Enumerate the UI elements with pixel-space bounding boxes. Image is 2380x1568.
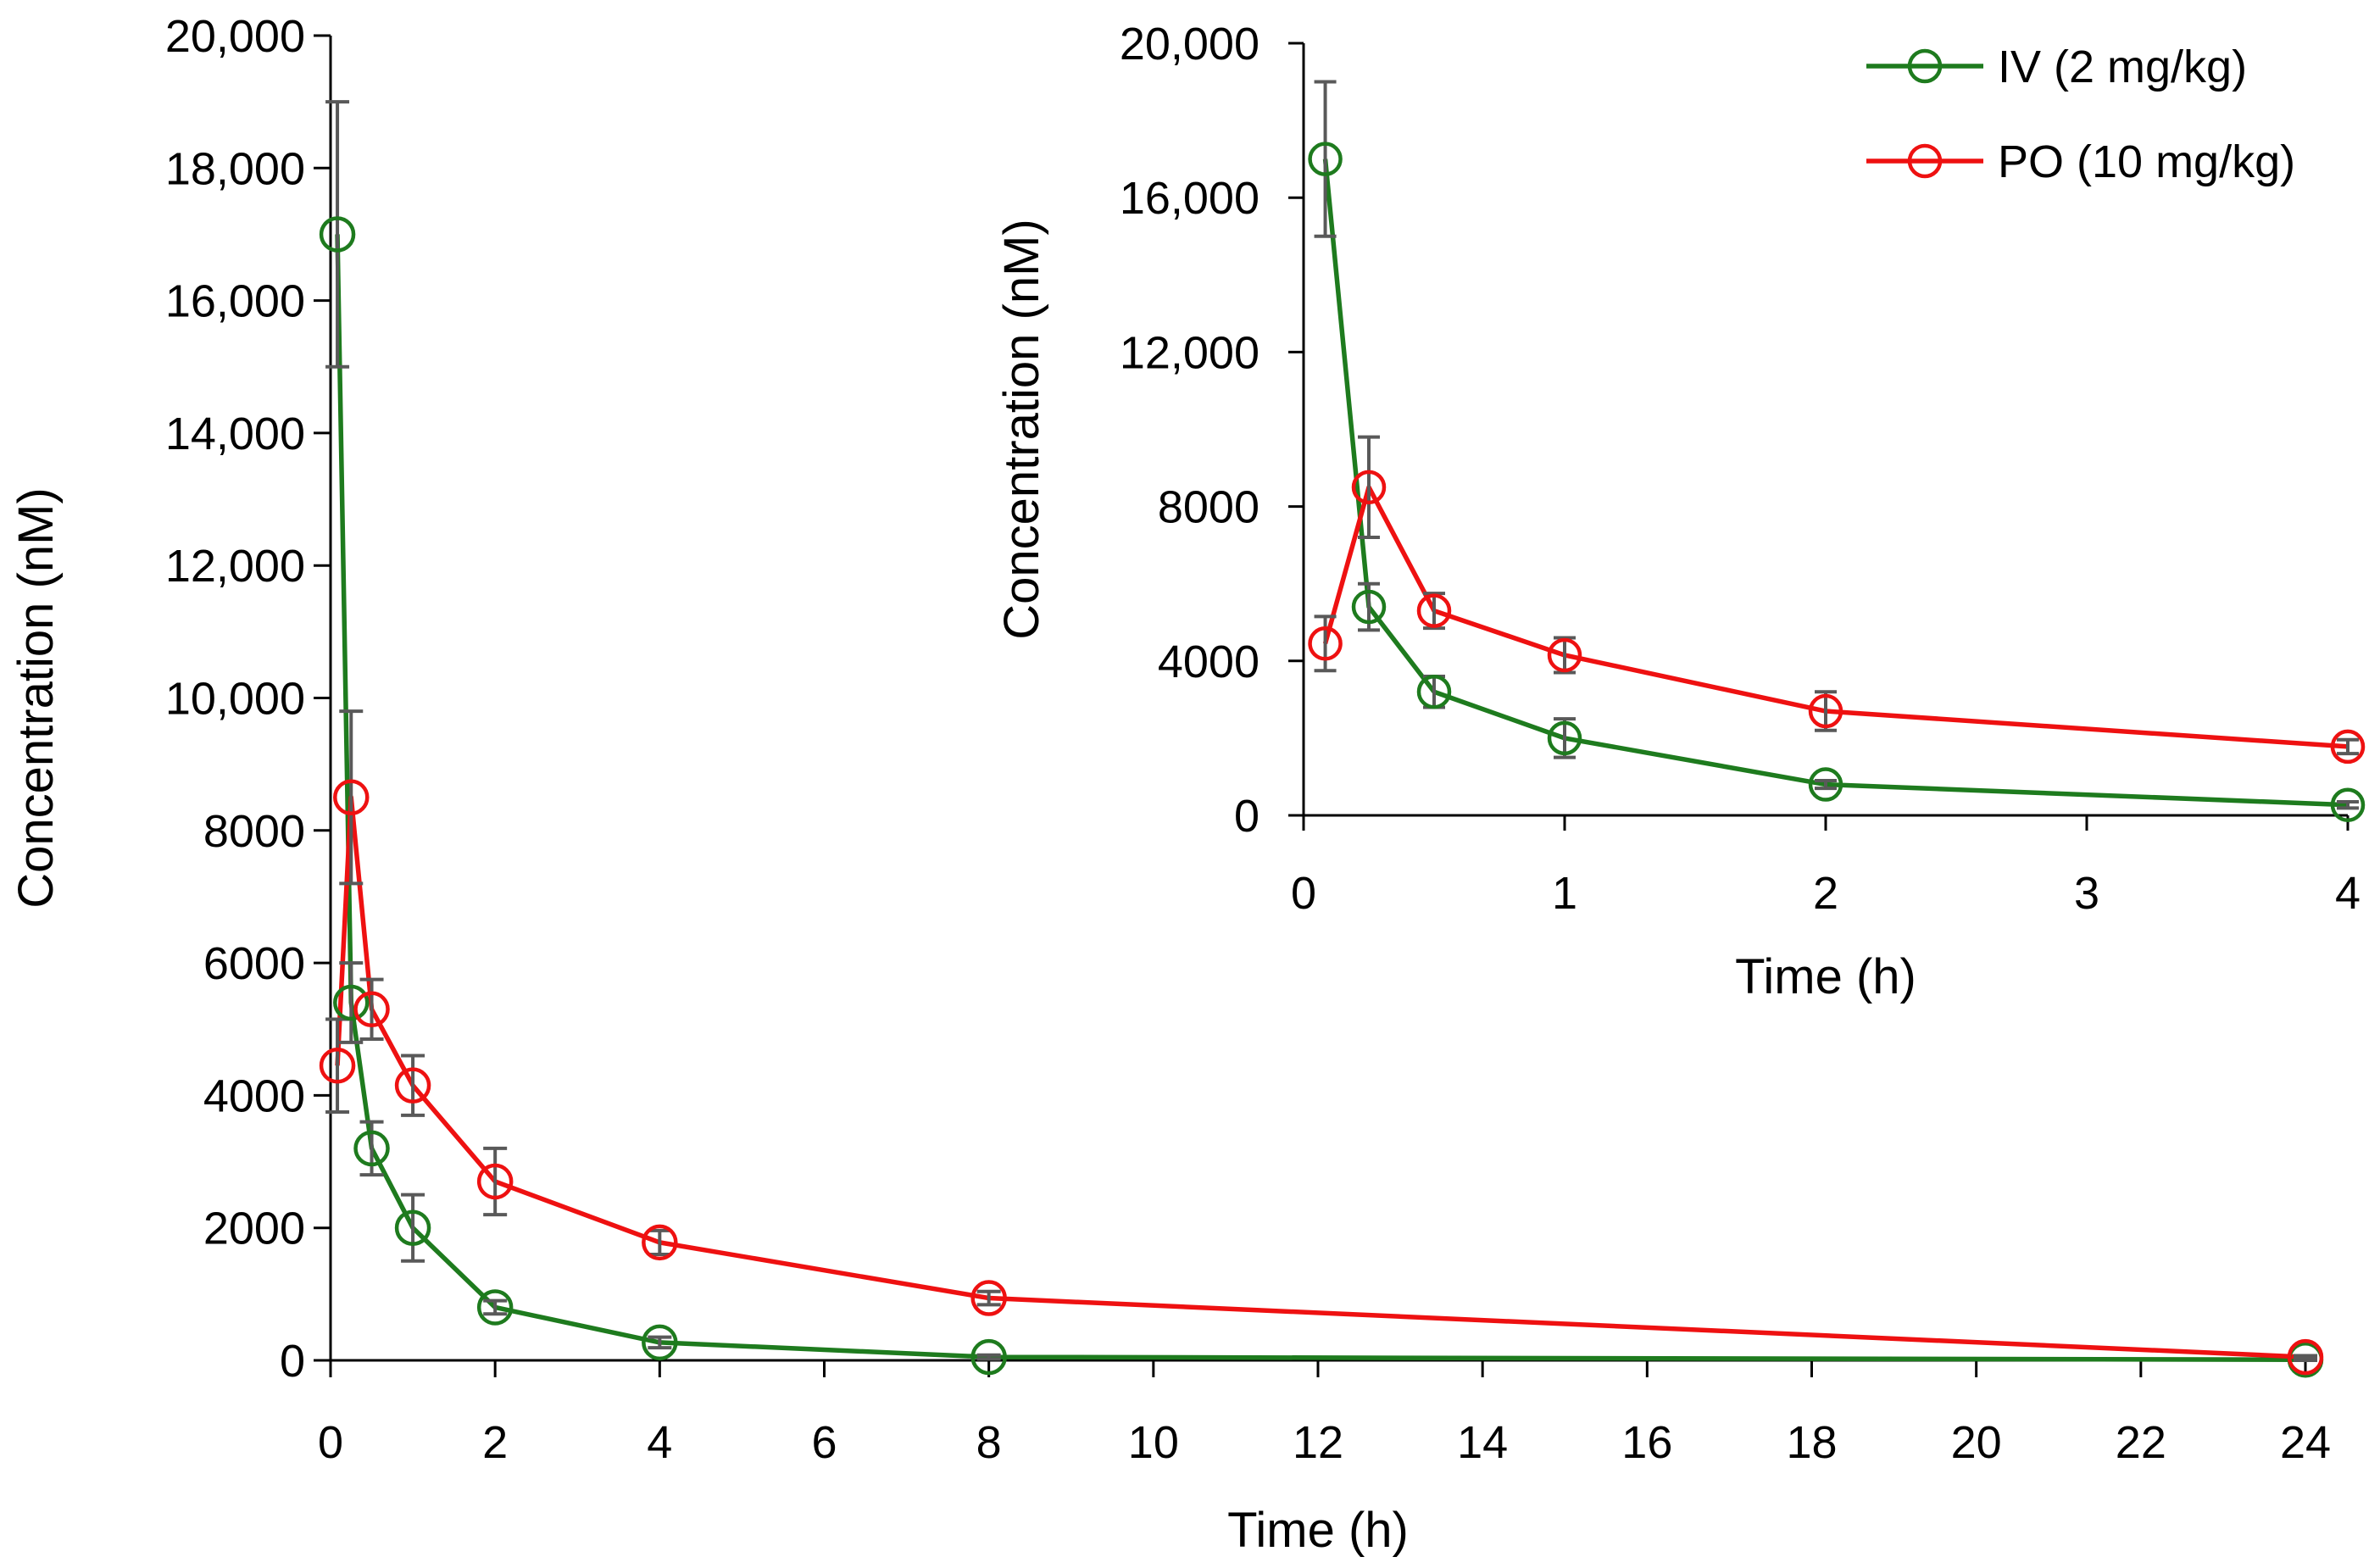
main-x-tick-label: 4 xyxy=(647,1417,672,1468)
inset-x-axis-title: Time (h) xyxy=(1735,949,1916,1004)
main-data-point xyxy=(2287,1338,2324,1376)
main-y-tick-label: 2000 xyxy=(203,1204,305,1254)
main-data-point xyxy=(970,1338,1007,1376)
main-x-tick-label: 0 xyxy=(318,1417,343,1468)
inset-data-point xyxy=(1416,593,1452,628)
inset-plot: 0 1 2 3 4 0 4000 8000 12,000 16,000 20,000 Time (h)… xyxy=(994,19,2366,1004)
main-y-tick-label: 20,000 xyxy=(165,11,305,62)
inset-x-tick-label: 2 xyxy=(1813,868,1838,919)
main-y-tick-label: 10,000 xyxy=(165,674,305,725)
main-y-tick-label: 14,000 xyxy=(165,409,305,459)
main-x-tick-label: 20 xyxy=(1951,1417,2002,1468)
main-y-tick-label: 4000 xyxy=(203,1070,305,1121)
inset-data-point xyxy=(2330,787,2366,822)
inset-x-tick-label: 3 xyxy=(2074,868,2099,919)
inset-y-tick-label: 0 xyxy=(1234,791,1260,842)
inset-data-point xyxy=(1808,693,1843,729)
legend-label: PO (10 mg/kg) xyxy=(1998,136,2295,187)
main-data-point xyxy=(319,1047,356,1084)
inset-data-point xyxy=(1308,626,1343,661)
legend-marker xyxy=(1907,143,1943,179)
main-y-tick-label: 16,000 xyxy=(165,276,305,327)
main-series-line xyxy=(335,234,2306,1362)
main-data-point xyxy=(333,779,370,815)
main-data-point xyxy=(642,1324,678,1361)
main-data-point xyxy=(353,1130,390,1167)
inset-data-point xyxy=(1547,720,1582,756)
main-x-tick-label: 24 xyxy=(2280,1417,2331,1468)
inset-data-point xyxy=(1351,470,1387,505)
inset-y-tick-label: 4000 xyxy=(1158,637,1260,687)
main-x-tick-label: 2 xyxy=(482,1417,508,1468)
main-y-tick-label: 12,000 xyxy=(165,541,305,592)
main-y-tick-label: 8000 xyxy=(203,806,305,857)
main-data-point xyxy=(319,216,356,253)
inset-data-point xyxy=(1308,142,1343,176)
main-data-point xyxy=(353,991,390,1028)
legend-label: IV (2 mg/kg) xyxy=(1998,42,2247,92)
main-y-tick-label: 18,000 xyxy=(165,143,305,194)
inset-y-tick-label: 16,000 xyxy=(1120,173,1260,224)
main-x-axis-title: Time (h) xyxy=(1227,1503,1409,1558)
main-data-point xyxy=(642,1224,678,1261)
main-data-point xyxy=(476,1289,514,1326)
main-data-point xyxy=(476,1163,514,1200)
inset-y-tick-label: 8000 xyxy=(1158,482,1260,533)
main-y-tick-label: 6000 xyxy=(203,938,305,989)
inset-y-tick-label: 20,000 xyxy=(1120,19,1260,70)
inset-x-tick-label: 0 xyxy=(1291,868,1316,919)
main-y-tick-label: 0 xyxy=(280,1336,305,1387)
inset-series-line xyxy=(1322,158,2349,808)
main-x-tick-label: 10 xyxy=(1128,1417,1179,1468)
inset-x-tick-label: 1 xyxy=(1552,868,1577,919)
inset-data-point xyxy=(1808,767,1843,802)
inset-y-tick-label: 12,000 xyxy=(1120,327,1260,378)
main-x-tick-label: 14 xyxy=(1457,1417,1508,1468)
inset-data-point xyxy=(2330,729,2366,765)
main-x-tick-label: 18 xyxy=(1786,1417,1837,1468)
main-series-line xyxy=(335,794,2306,1359)
inset-series-line xyxy=(1322,485,2349,749)
main-x-tick-label: 16 xyxy=(1621,1417,1672,1468)
main-x-tick-label: 22 xyxy=(2116,1417,2166,1468)
main-x-tick-label: 12 xyxy=(1293,1417,1343,1468)
main-data-point xyxy=(394,1209,431,1246)
inset-data-point xyxy=(1351,589,1387,625)
inset-data-point xyxy=(1416,674,1452,709)
main-x-tick-label: 8 xyxy=(976,1417,1002,1468)
legend: IV (2 mg/kg) PO (10 mg/kg) xyxy=(1866,42,2295,187)
inset-y-axis-title: Concentration (nM) xyxy=(994,219,1049,639)
main-plot: 0 2 4 6 8 10 12 14 16 18 20 22 240200040006000800010… xyxy=(8,11,2331,1558)
inset-x-tick-label: 4 xyxy=(2335,868,2361,919)
main-x-tick-label: 6 xyxy=(811,1417,837,1468)
inset-data-point xyxy=(1547,637,1582,673)
main-y-axis-title: Concentration (nM) xyxy=(8,487,64,908)
main-data-point xyxy=(394,1067,431,1104)
legend-marker xyxy=(1907,48,1943,84)
main-data-point xyxy=(333,984,370,1021)
main-data-point xyxy=(970,1280,1007,1316)
